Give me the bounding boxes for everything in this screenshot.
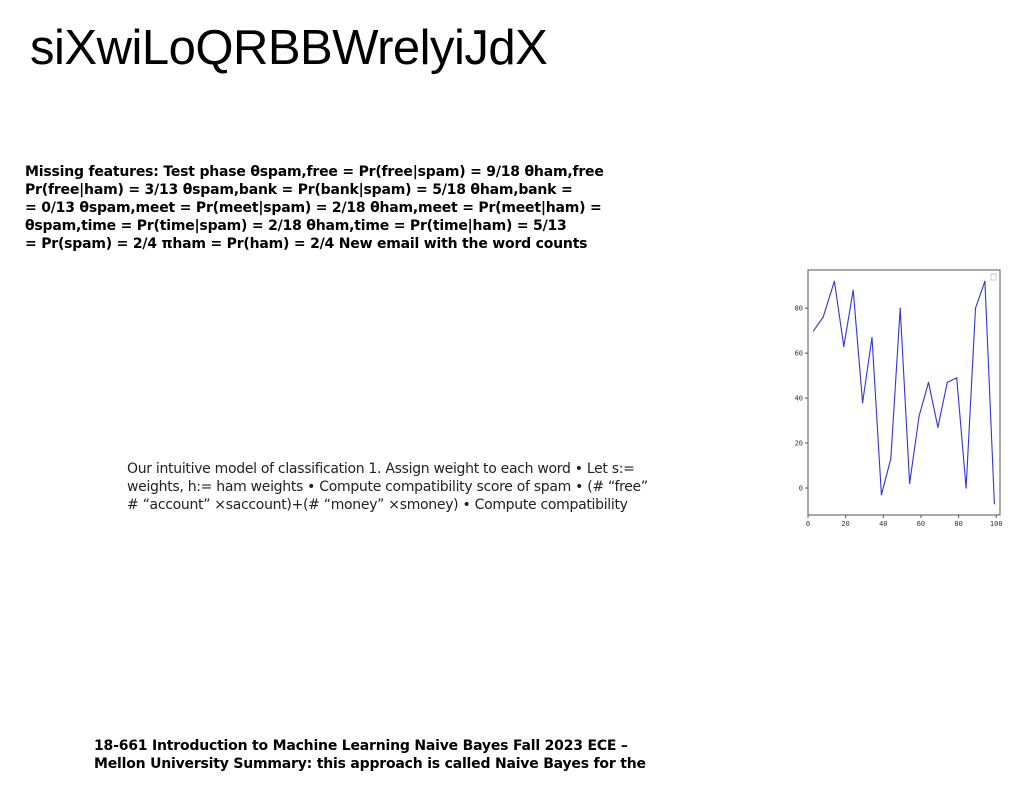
- y-tick-label: 40: [795, 395, 803, 403]
- data-point: [927, 381, 930, 383]
- intuitive-model-line: Our intuitive model of classification 1.…: [127, 461, 635, 477]
- missing-features-line: Pr(free|ham) = 3/13 θspam,bank = Pr(bank…: [25, 182, 573, 198]
- intuitive-model-line: weights, h:= ham weights • Compute compa…: [127, 479, 648, 495]
- series-line: [813, 281, 995, 504]
- legend-box: [990, 273, 997, 281]
- data-point: [956, 377, 958, 379]
- line-chart: 0 20 40 60 80 100 0 20 40 60 80: [795, 269, 1003, 528]
- data-point: [974, 307, 977, 309]
- data-point: [899, 307, 901, 309]
- data-point: [871, 336, 873, 339]
- data-point: [937, 426, 939, 428]
- missing-features-line: θspam,time = Pr(time|spam) = 2/18 θham,t…: [25, 218, 567, 234]
- footer-line: 18-661 Introduction to Machine Learning …: [94, 738, 628, 754]
- x-tick-label: 100: [990, 520, 1003, 528]
- x-tick-label: 60: [917, 520, 925, 528]
- data-point: [965, 487, 967, 489]
- data-point: [813, 330, 815, 332]
- x-tick-label: 0: [806, 520, 810, 528]
- missing-features-line: = Pr(spam) = 2/4 πham = Pr(ham) = 2/4 Ne…: [25, 236, 588, 252]
- data-point: [833, 280, 835, 282]
- chart-points: [813, 280, 995, 505]
- plot-frame: [807, 269, 1001, 516]
- y-tick-label: 60: [795, 350, 803, 358]
- footer-line: Mellon University Summary: this approach…: [94, 756, 646, 772]
- data-point: [993, 503, 995, 505]
- chart-ticks: 0 20 40 60 80 100 0 20 40 60 80: [795, 305, 1003, 528]
- y-tick-label: 80: [795, 305, 803, 313]
- y-tick-label: 20: [795, 440, 803, 448]
- footer-text: 18-661 Introduction to Machine Learning …: [94, 737, 646, 773]
- data-point: [843, 345, 845, 348]
- y-tick-label: 0: [799, 485, 803, 493]
- x-tick-label: 40: [879, 520, 887, 528]
- intuitive-model-text: Our intuitive model of classification 1.…: [127, 460, 648, 514]
- data-point: [909, 482, 911, 485]
- missing-features-line: Missing features: Test phase θspam,free …: [25, 164, 604, 180]
- data-point: [861, 402, 864, 404]
- data-point: [822, 316, 824, 318]
- intuitive-model-line: # “account” ×saccount)+(# “money” ×smone…: [127, 497, 628, 513]
- data-point: [852, 289, 854, 291]
- data-point: [984, 280, 986, 282]
- missing-features-line: = 0/13 θspam,meet = Pr(meet|spam) = 2/18…: [25, 200, 602, 216]
- x-tick-label: 20: [841, 520, 849, 528]
- slide-title: siXwiLoQRBBWrelyiJdX: [30, 21, 548, 75]
- data-point: [890, 458, 892, 460]
- missing-features-text: Missing features: Test phase θspam,free …: [25, 163, 604, 253]
- data-point: [946, 381, 948, 383]
- data-point: [880, 494, 883, 496]
- x-tick-label: 80: [954, 520, 962, 528]
- data-point: [918, 415, 920, 417]
